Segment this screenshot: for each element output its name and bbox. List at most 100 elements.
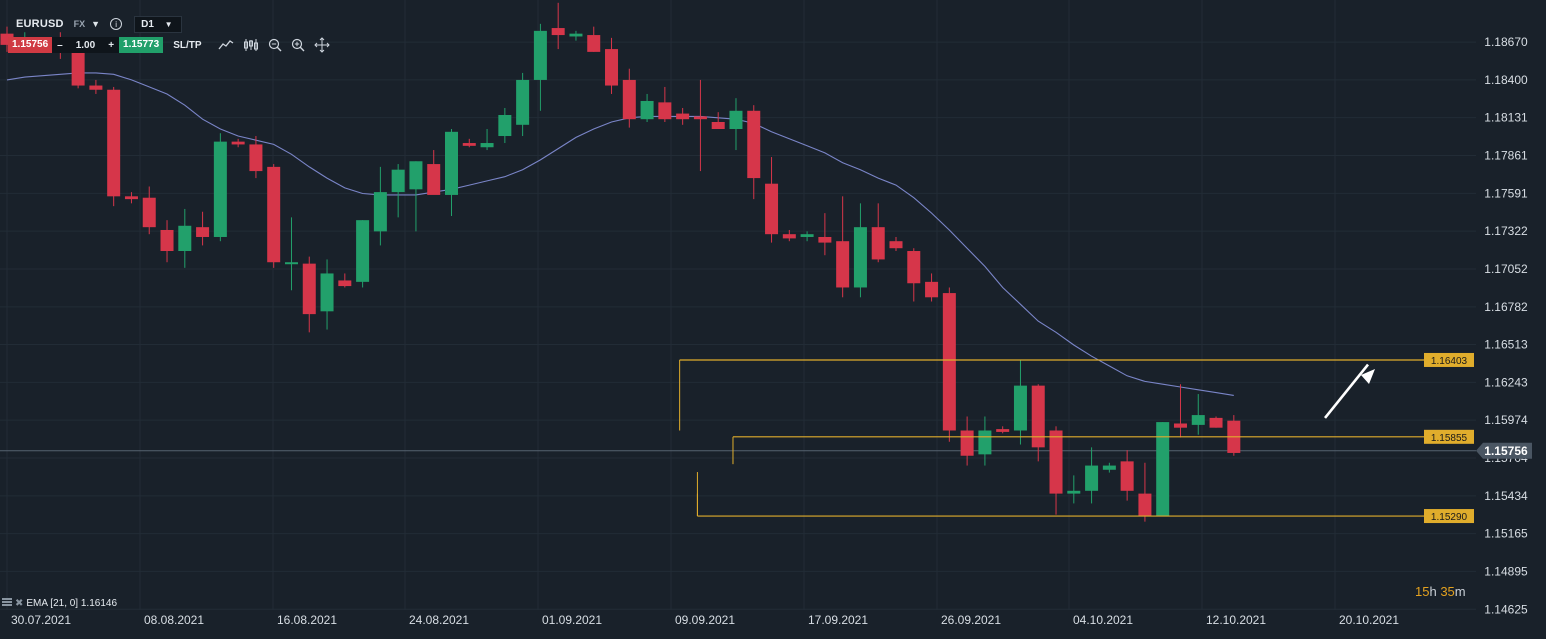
candle — [445, 129, 458, 216]
date-tick-label: 12.10.2021 — [1206, 613, 1266, 627]
sltp-button[interactable]: SL/TP — [173, 39, 202, 51]
candle-body — [1013, 385, 1027, 431]
time-axis[interactable]: 30.07.2021 08.08.2021 16.08.2021 24.08.2021… — [11, 613, 1399, 627]
candle-body — [853, 227, 867, 288]
candle — [889, 236, 903, 252]
price-tick-label: 1.14895 — [1484, 564, 1528, 578]
date-tick-label: 16.08.2021 — [277, 613, 337, 627]
line-chart-icon[interactable] — [218, 39, 234, 51]
candle-body — [249, 144, 263, 172]
candle — [302, 256, 316, 333]
candle-body — [782, 234, 796, 239]
price-tick-label: 1.16782 — [1484, 300, 1528, 314]
candle-body — [1049, 430, 1063, 494]
level-label-bg — [1424, 429, 1474, 444]
ema-series — [6, 72, 1234, 396]
candle — [249, 136, 263, 179]
candle — [925, 273, 939, 302]
close-icon[interactable]: ✖ — [15, 598, 24, 609]
candle-body — [124, 196, 138, 200]
candle — [800, 231, 814, 242]
candle — [231, 138, 245, 148]
quantity-stepper: – 1.00 + — [52, 37, 120, 53]
candle — [871, 203, 885, 263]
countdown-hours: 15 — [1415, 584, 1430, 599]
candle — [782, 229, 796, 242]
candle-body — [978, 430, 992, 455]
candle — [533, 23, 547, 111]
current-price-label: 1.15756 — [1484, 444, 1528, 458]
price-tick-label: 1.18131 — [1484, 111, 1528, 125]
price-tick-label: 1.18670 — [1484, 35, 1528, 49]
candle-body — [160, 229, 174, 252]
symbol-label[interactable]: EURUSD — [16, 18, 64, 30]
candle — [693, 79, 707, 172]
chevron-down-icon[interactable]: ▼ — [91, 19, 101, 29]
candle — [213, 133, 227, 242]
candle-body — [267, 166, 281, 263]
candle-body — [605, 49, 619, 86]
candle-body — [1191, 415, 1205, 425]
candle — [640, 93, 654, 122]
candle-body — [338, 280, 352, 287]
arrow-head — [1361, 369, 1375, 384]
quantity-input[interactable]: 1.00 — [75, 39, 96, 51]
candle — [765, 157, 779, 243]
price-tick-label: 1.15974 — [1484, 413, 1528, 427]
candle-countdown: 15h 35m — [1415, 584, 1466, 599]
level-label: 1.16403 — [1431, 356, 1468, 367]
grid — [0, 0, 1476, 610]
date-tick-label: 30.07.2021 — [11, 613, 71, 627]
countdown-h-unit: h — [1429, 584, 1437, 599]
candle-body — [640, 100, 654, 120]
candle — [373, 166, 387, 246]
minus-button[interactable]: – — [57, 39, 63, 51]
price-axis[interactable]: 1.18670 1.18400 1.18131 1.17861 1.17591 1.173… — [1476, 35, 1532, 616]
chart-tools — [218, 37, 330, 53]
crosshair-icon[interactable] — [314, 37, 330, 53]
zoom-out-icon[interactable] — [268, 38, 282, 52]
zoom-in-icon[interactable] — [291, 38, 305, 52]
candle-body — [1156, 422, 1170, 517]
candle-body — [107, 89, 121, 197]
info-icon[interactable]: i — [110, 18, 123, 30]
candles-icon[interactable] — [243, 38, 259, 52]
date-tick-label: 17.09.2021 — [808, 613, 868, 627]
candle-body — [516, 79, 530, 125]
candle-body — [427, 164, 441, 195]
candle — [1067, 475, 1081, 504]
candle — [107, 86, 121, 207]
settings-icon[interactable] — [2, 598, 12, 609]
candle-body — [445, 131, 458, 195]
candle-body — [676, 113, 690, 120]
candle — [1013, 360, 1027, 445]
candle — [427, 150, 441, 195]
candle-body — [1102, 465, 1116, 470]
candle-body — [960, 430, 974, 456]
candle-body — [658, 102, 672, 120]
candle-body — [818, 236, 832, 243]
candle-body — [1067, 490, 1081, 494]
buy-button[interactable]: 1.15773 — [119, 37, 164, 53]
price-tick-label: 1.14625 — [1484, 602, 1528, 616]
plus-button[interactable]: + — [108, 39, 115, 51]
candle — [1102, 462, 1116, 473]
levels: 1.16403 1.15855 1.15290 — [679, 352, 1474, 524]
candle — [996, 426, 1010, 434]
candle — [1138, 462, 1152, 522]
level-label-bg — [1424, 352, 1474, 367]
price-tick-label: 1.16513 — [1484, 338, 1528, 352]
price-tick-label: 1.17591 — [1484, 186, 1528, 200]
candle — [320, 259, 334, 330]
timeframe-select[interactable]: D1 ▼ — [134, 15, 182, 33]
candle — [1049, 426, 1063, 515]
candle-body — [533, 30, 547, 80]
date-tick-label: 24.08.2021 — [409, 613, 469, 627]
arrow-shaft — [1323, 363, 1370, 419]
market-label: FX — [73, 19, 86, 29]
candle — [89, 79, 103, 94]
sell-button[interactable]: 1.15756 — [8, 37, 53, 53]
candle — [1227, 415, 1241, 456]
